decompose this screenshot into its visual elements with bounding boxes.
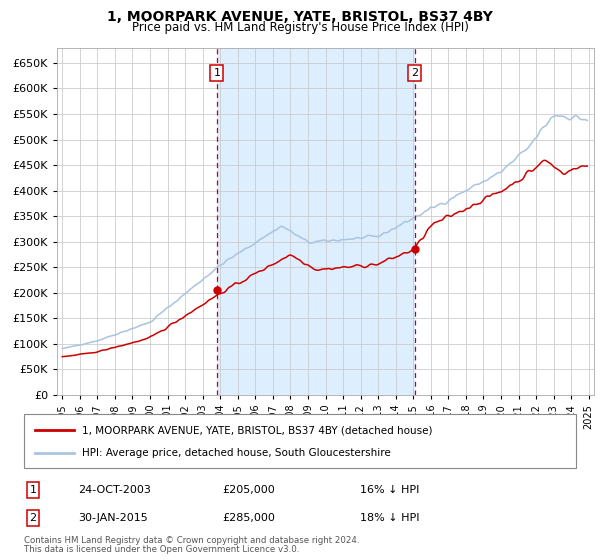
Text: This data is licensed under the Open Government Licence v3.0.: This data is licensed under the Open Gov… [24, 544, 299, 554]
Text: 18% ↓ HPI: 18% ↓ HPI [360, 513, 419, 523]
Text: 30-JAN-2015: 30-JAN-2015 [78, 513, 148, 523]
Text: HPI: Average price, detached house, South Gloucestershire: HPI: Average price, detached house, Sout… [82, 447, 391, 458]
Text: £205,000: £205,000 [222, 485, 275, 495]
Text: 2: 2 [411, 68, 418, 78]
Text: Contains HM Land Registry data © Crown copyright and database right 2024.: Contains HM Land Registry data © Crown c… [24, 536, 359, 545]
Text: 2: 2 [29, 513, 37, 523]
Text: 1: 1 [29, 485, 37, 495]
FancyBboxPatch shape [24, 414, 576, 468]
Text: 1, MOORPARK AVENUE, YATE, BRISTOL, BS37 4BY (detached house): 1, MOORPARK AVENUE, YATE, BRISTOL, BS37 … [82, 426, 433, 435]
Text: 1: 1 [214, 68, 220, 78]
Text: 16% ↓ HPI: 16% ↓ HPI [360, 485, 419, 495]
Text: 24-OCT-2003: 24-OCT-2003 [78, 485, 151, 495]
Text: 1, MOORPARK AVENUE, YATE, BRISTOL, BS37 4BY: 1, MOORPARK AVENUE, YATE, BRISTOL, BS37 … [107, 10, 493, 24]
Text: £285,000: £285,000 [222, 513, 275, 523]
Bar [217, 48, 415, 395]
Text: Price paid vs. HM Land Registry's House Price Index (HPI): Price paid vs. HM Land Registry's House … [131, 21, 469, 34]
